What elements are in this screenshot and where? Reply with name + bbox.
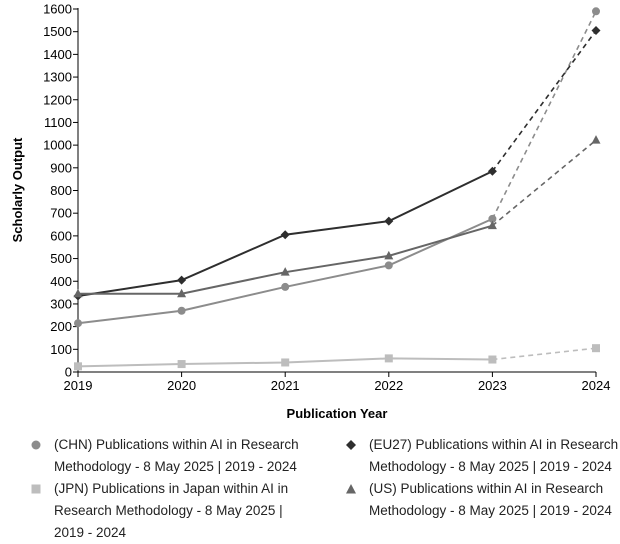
x-tick-label: 2019 — [64, 378, 93, 393]
y-tick-label: 1200 — [43, 92, 72, 107]
data-point — [487, 166, 497, 176]
legend-label-jpn: (JPN) Publications in Japan within AI in… — [54, 481, 289, 540]
chart: 0 100 200 300 400 500 600 700 800 900 1000 1100 1200… — [10, 2, 611, 421]
diamond-marker-icon — [346, 440, 356, 450]
data-point — [281, 358, 290, 367]
series-projection-line — [491, 139, 597, 227]
series-projection-line — [491, 10, 597, 220]
data-point — [488, 355, 497, 364]
y-tick-label: 900 — [50, 160, 72, 175]
data-point — [488, 214, 497, 223]
x-tick-label: 2024 — [582, 378, 611, 393]
y-tick-label: 1300 — [43, 70, 72, 85]
legend: (CHN) Publications within AI in Research… — [30, 434, 620, 540]
data-point — [74, 362, 82, 371]
x-tick-label: 2021 — [271, 378, 300, 393]
y-tick-label: 1600 — [43, 2, 72, 17]
legend-item-jpn: (JPN) Publications in Japan within AI in… — [30, 478, 304, 544]
series-1 — [73, 26, 601, 301]
data-point — [177, 275, 187, 285]
y-tick-label: 700 — [50, 206, 72, 221]
y-tick-label: 200 — [50, 319, 72, 334]
data-point — [384, 354, 393, 363]
data-point — [384, 216, 394, 226]
series-2 — [74, 344, 600, 371]
x-tick-label: 2023 — [478, 378, 507, 393]
y-axis-title: Scholarly Output — [10, 137, 25, 242]
y-tick-label: 0 — [65, 365, 72, 380]
legend-item-chn: (CHN) Publications within AI in Research… — [30, 434, 304, 478]
data-point — [280, 230, 290, 240]
x-axis-ticks: 2019 2020 2021 2022 2023 2024 — [64, 372, 611, 393]
series-projection-line — [491, 30, 597, 172]
y-tick-label: 1400 — [43, 47, 72, 62]
data-point — [384, 261, 393, 270]
y-tick-label: 1000 — [43, 138, 72, 153]
data-point — [592, 7, 600, 16]
legend-item-eu27: (EU27) Publications within AI in Researc… — [345, 434, 619, 478]
y-tick-label: 100 — [50, 342, 72, 357]
x-axis-title: Publication Year — [287, 406, 388, 420]
legend-label-eu27: (EU27) Publications within AI in Researc… — [369, 437, 619, 474]
y-tick-label: 1500 — [43, 24, 72, 39]
x-tick-label: 2020 — [167, 378, 196, 393]
data-point — [281, 282, 290, 291]
data-point — [177, 306, 186, 315]
data-point — [384, 250, 394, 260]
data-point — [592, 344, 600, 353]
series-projection-line — [492, 347, 597, 361]
y-axis-ticks: 0 100 200 300 400 500 600 700 800 900 1000 1100 1200… — [43, 2, 78, 380]
data-point — [177, 360, 186, 369]
y-tick-label: 300 — [50, 296, 72, 311]
data-point — [177, 288, 187, 298]
circle-marker-icon — [31, 440, 41, 450]
x-tick-label: 2022 — [374, 378, 403, 393]
data-point — [73, 288, 83, 298]
y-tick-label: 400 — [50, 274, 72, 289]
y-tick-label: 1100 — [44, 115, 72, 130]
data-point — [591, 26, 601, 36]
data-point — [591, 135, 601, 144]
data-point — [74, 319, 82, 328]
series-3 — [73, 135, 601, 298]
series-0 — [74, 7, 600, 328]
legend-item-us: (US) Publications within AI in Research … — [345, 478, 619, 522]
data-point — [280, 267, 290, 276]
legend-label-us: (US) Publications within AI in Research … — [369, 481, 612, 518]
square-marker-icon — [31, 484, 41, 494]
y-tick-label: 600 — [50, 228, 72, 243]
y-tick-label: 800 — [50, 183, 72, 198]
legend-label-chn: (CHN) Publications within AI in Research… — [54, 437, 299, 474]
series-layer — [73, 7, 601, 371]
y-tick-label: 500 — [50, 251, 72, 266]
triangle-marker-icon — [346, 484, 356, 494]
data-point — [487, 220, 497, 230]
